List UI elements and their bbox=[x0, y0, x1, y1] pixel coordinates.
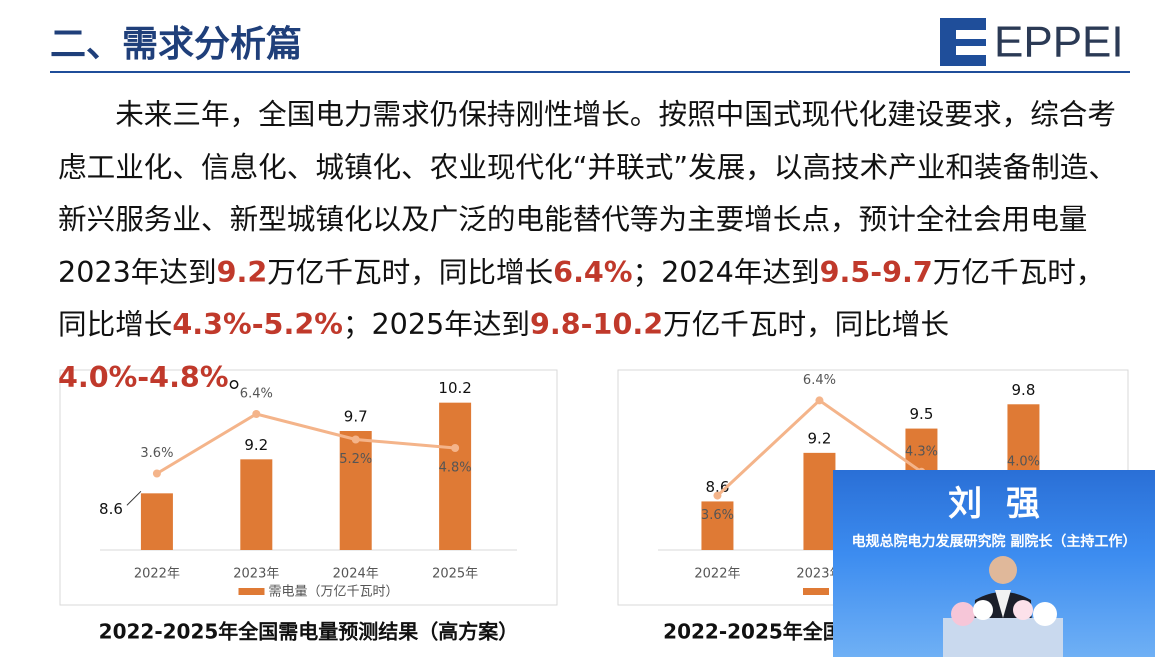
body-text: 万亿千瓦时，同比增长 bbox=[58, 254, 1105, 342]
body-text: 万亿千瓦时，同比增长 bbox=[663, 307, 950, 341]
speaker-role: 电规总院电力发展研究院 副院长（主持工作） bbox=[851, 534, 1137, 550]
body-text: ；2024年达到 bbox=[632, 254, 820, 289]
body-text: 。 bbox=[228, 359, 258, 394]
legend-swatch bbox=[803, 588, 829, 595]
emphasis-text: 9.2 bbox=[216, 254, 268, 289]
rate-label: 6.4% bbox=[240, 387, 273, 402]
speaker-figure bbox=[943, 556, 1063, 657]
bar-label: 10.2 bbox=[438, 379, 471, 397]
rate-point bbox=[815, 396, 824, 405]
rate-label: 3.6% bbox=[701, 508, 734, 523]
emphasis-text: 9.8-10.2 bbox=[530, 307, 664, 341]
x-tick-label: 2022年 bbox=[694, 567, 740, 582]
legend-swatch bbox=[238, 588, 265, 595]
legend-label: 需电量（万亿千瓦时） bbox=[269, 585, 399, 600]
rate-point bbox=[152, 469, 161, 478]
rate-label: 4.0% bbox=[1007, 455, 1040, 470]
chart-frame bbox=[59, 369, 558, 606]
rate-label: 5.2% bbox=[339, 452, 372, 467]
bar-label: 9.2 bbox=[244, 436, 268, 454]
emphasis-text: 9.5-9.7 bbox=[819, 254, 933, 289]
speaker-name: 刘 强 bbox=[948, 484, 1040, 524]
rate-label: 4.3% bbox=[905, 444, 938, 459]
bar-label: 8.6 bbox=[99, 500, 123, 518]
x-tick-label: 2023年 bbox=[233, 567, 279, 582]
body-text: ；2025年达到 bbox=[342, 307, 531, 341]
bar bbox=[803, 452, 836, 550]
bar-label: 9.2 bbox=[808, 429, 832, 447]
x-tick-label: 2024年 bbox=[333, 567, 379, 582]
x-tick-label: 2022年 bbox=[134, 567, 180, 582]
rate-line bbox=[156, 412, 456, 475]
bar bbox=[339, 431, 372, 550]
bar-label: 9.7 bbox=[344, 408, 368, 426]
rate-point bbox=[252, 410, 261, 418]
body-paragraph: 未来三年，全国电力需求仍保持刚性增长。按照中国式现代化建设要求，综合考虑工业化、… bbox=[58, 88, 1118, 403]
rate-point bbox=[351, 435, 360, 444]
rate-point bbox=[713, 491, 722, 500]
slide-title: 二、需求分析篇 bbox=[50, 24, 302, 65]
emphasis-text: 6.4% bbox=[553, 254, 633, 289]
x-tick-label: 2023年 bbox=[796, 567, 842, 582]
rate-label: 6.4% bbox=[803, 373, 836, 388]
video-overlay: 刘 强 电规总院电力发展研究院 副院长（主持工作） bbox=[833, 470, 1155, 657]
rate-label: 4.8% bbox=[439, 461, 472, 476]
x-tick-label: 2025年 bbox=[432, 567, 478, 582]
chart-caption: 2022-2025年全国需电量预测结果（高方案） bbox=[99, 620, 519, 644]
emphasis-text: 4.3%-5.2% bbox=[172, 307, 343, 341]
body-text: 万亿千瓦时，同比增长 bbox=[267, 254, 554, 289]
rate-point bbox=[451, 444, 460, 452]
bar bbox=[140, 493, 173, 550]
bar-label: 9.8 bbox=[1012, 381, 1036, 399]
leader-line bbox=[126, 490, 142, 506]
bar bbox=[701, 501, 734, 550]
logo-mark bbox=[940, 18, 986, 66]
bar-label: 9.5 bbox=[910, 405, 934, 423]
bar bbox=[240, 459, 273, 550]
body-text: 未来三年，全国电力需求仍保持刚性增长。按照中国式现代化建设要求，综合考虑工业化、… bbox=[58, 97, 1118, 289]
logo-text: EPPEI bbox=[994, 18, 1124, 67]
bar bbox=[439, 402, 472, 550]
emphasis-text: 4.0%-4.8% bbox=[58, 359, 229, 394]
rate-label: 3.6% bbox=[140, 446, 173, 461]
